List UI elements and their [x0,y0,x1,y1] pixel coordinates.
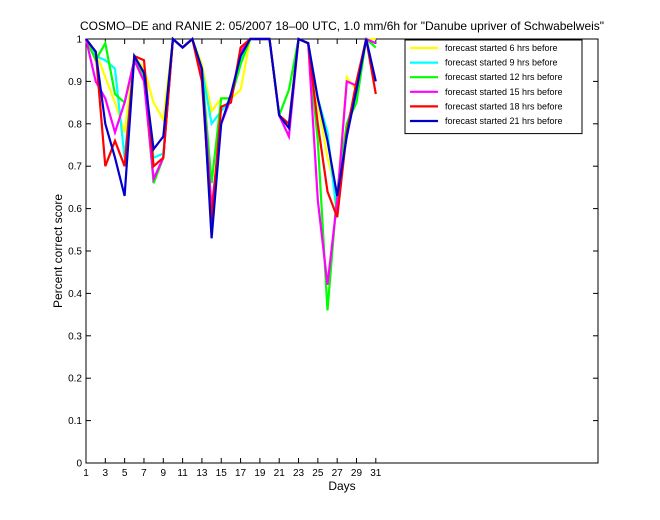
chart-title: COSMO–DE and RANIE 2: 05/2007 18–00 UTC,… [80,19,604,33]
x-tick-label: 27 [332,468,344,479]
y-axis: 0 0.1 0.2 0.3 0.4 0.5 0.6 0.7 0.8 0.9 1 [68,35,598,470]
legend-label: forecast started 9 hrs before [445,58,558,68]
x-tick-label: 25 [312,468,324,479]
y-tick-label: 0.5 [68,247,82,258]
x-tick-label: 1 [83,468,89,479]
y-tick-label: 0.2 [68,374,82,385]
y-tick-label: 0 [76,459,82,470]
x-tick-label: 17 [235,468,247,479]
x-tick-label: 3 [103,468,109,479]
y-tick-label: 1 [76,35,82,46]
legend: forecast started 6 hrs before forecast st… [404,39,583,135]
x-axis-label: Days [328,479,355,493]
x-tick-label: 31 [370,468,382,479]
legend-label: forecast started 12 hrs before [445,72,563,82]
x-tick-label: 29 [351,468,363,479]
series-line-6 [85,36,377,239]
x-tick-label: 21 [274,468,286,479]
legend-box [404,39,583,135]
series-lines [84,36,377,311]
y-tick-label: 0.3 [68,331,82,342]
x-tick-label: 7 [141,468,147,479]
x-tick-label: 5 [122,468,128,479]
x-tick-label: 9 [161,468,167,479]
x-axis: 1 3 5 7 9 11 13 15 17 19 21 23 25 27 29 31 [83,39,382,479]
y-tick-label: 0.4 [68,289,82,300]
legend-label: forecast started 18 hrs before [445,101,563,111]
legend-label: forecast started 15 hrs before [445,87,563,97]
y-tick-label: 0.8 [68,119,82,130]
x-tick-label: 11 [177,468,188,479]
legend-label: forecast started 21 hrs before [445,116,563,126]
y-tick-label: 0.9 [68,77,82,88]
x-tick-label: 15 [216,468,228,479]
y-axis-label: Percent correct score [51,194,65,308]
x-tick-label: 23 [293,468,305,479]
y-tick-label: 0.1 [68,416,82,427]
y-tick-label: 0.7 [68,162,82,173]
x-tick-label: 13 [196,468,208,479]
x-tick-label: 19 [254,468,266,479]
legend-label: forecast started 6 hrs before [445,43,558,53]
y-tick-label: 0.6 [68,204,82,215]
